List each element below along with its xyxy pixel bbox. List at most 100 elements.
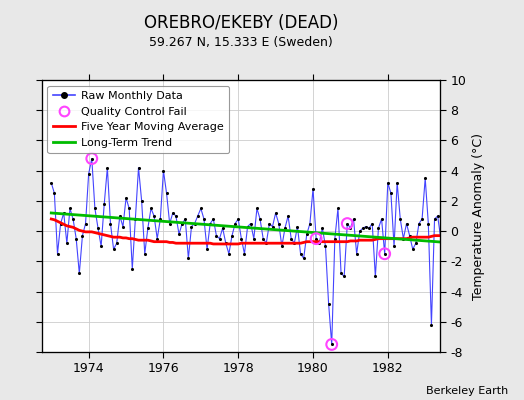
Point [340,273,348,280]
Point [455,225,464,231]
Point [424,220,432,227]
Point [169,210,177,216]
Point [343,220,352,227]
Point [396,216,405,222]
Point [131,216,139,222]
Point [471,210,479,216]
Point [278,243,286,250]
Point [328,341,336,348]
Point [486,250,495,257]
Text: 59.267 N, 15.333 E (Sweden): 59.267 N, 15.333 E (Sweden) [149,36,333,49]
Point [200,216,208,222]
Point [113,240,121,246]
Point [374,225,383,231]
Point [137,198,146,204]
Point [393,180,401,186]
Point [265,220,274,227]
Point [78,232,86,239]
Point [318,225,326,231]
Point [474,232,483,239]
Point [387,190,395,196]
Point [119,223,127,230]
Point [297,250,305,257]
Point [430,216,439,222]
Point [436,236,445,242]
Point [97,243,105,250]
Point [380,250,389,257]
Point [433,213,442,219]
Point [116,213,124,219]
Point [458,180,467,186]
Point [103,164,112,171]
Point [449,246,457,252]
Point [446,236,454,242]
Point [63,240,71,246]
Point [483,236,492,242]
Point [353,250,361,257]
Point [84,170,93,177]
Point [215,236,224,242]
Point [427,322,435,328]
Point [315,240,323,246]
Point [125,205,134,212]
Point [356,228,364,234]
Point [153,236,161,242]
Point [468,216,476,222]
Point [287,236,296,242]
Point [69,216,77,222]
Point [122,195,130,201]
Point [203,246,211,252]
Point [60,210,68,216]
Point [256,216,264,222]
Point [271,210,280,216]
Point [47,180,56,186]
Point [300,255,308,262]
Point [359,225,367,231]
Point [128,266,136,272]
Point [462,186,470,192]
Point [343,220,352,227]
Point [443,216,451,222]
Legend: Raw Monthly Data, Quality Control Fail, Five Year Moving Average, Long-Term Tren: Raw Monthly Data, Quality Control Fail, … [48,86,229,153]
Point [281,225,289,231]
Point [380,250,389,257]
Point [178,220,187,227]
Point [284,213,292,219]
Point [290,240,299,246]
Point [253,205,261,212]
Point [402,220,411,227]
Point [493,220,501,227]
Point [228,232,236,239]
Point [106,220,115,227]
Text: Berkeley Earth: Berkeley Earth [426,386,508,396]
Point [88,155,96,162]
Point [72,236,80,242]
Point [275,220,283,227]
Point [237,236,246,242]
Point [489,255,498,262]
Point [246,220,255,227]
Point [362,223,370,230]
Point [57,220,65,227]
Point [350,216,358,222]
Point [222,240,230,246]
Point [406,232,414,239]
Point [196,205,205,212]
Point [465,220,473,227]
Point [455,225,464,231]
Point [312,236,320,242]
Point [390,243,398,250]
Point [147,205,155,212]
Point [156,216,165,222]
Point [243,223,252,230]
Point [312,236,320,242]
Y-axis label: Temperature Anomaly (°C): Temperature Anomaly (°C) [472,132,485,300]
Point [81,220,90,227]
Point [219,225,227,231]
Point [305,220,314,227]
Point [293,223,302,230]
Point [412,240,420,246]
Point [268,223,277,230]
Point [480,220,488,227]
Point [365,225,373,231]
